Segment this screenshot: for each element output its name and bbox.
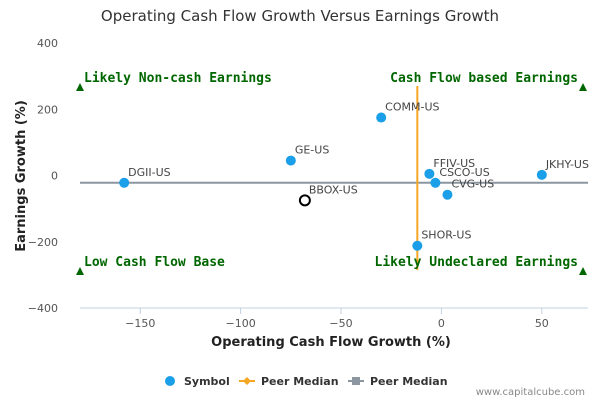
y-tick-label: 0 (51, 170, 58, 183)
quadrant-marker-icon (76, 267, 84, 275)
quadrant-marker-icon (76, 83, 84, 91)
quadrant-labels: Likely Non-cash Earnings Cash Flow based … (76, 71, 587, 275)
data-point[interactable] (536, 169, 547, 180)
legend-item-label[interactable]: Peer Median (370, 375, 448, 388)
data-point[interactable] (442, 189, 453, 200)
data-point-label: FFIV-US (433, 157, 475, 170)
data-point-label: DGII-US (128, 166, 171, 179)
legend-item-label[interactable]: Peer Median (261, 375, 339, 388)
y-tick-label: −400 (28, 302, 58, 315)
x-tick-label: −100 (226, 317, 256, 330)
data-point[interactable] (424, 168, 435, 179)
quadrant-marker-icon (579, 83, 587, 91)
data-point-label: COMM-US (385, 101, 439, 114)
data-point-label: GE-US (295, 144, 329, 157)
x-axis-ticks: −150 −100 −50 0 50 (125, 308, 549, 330)
quadrant-label: Likely Non-cash Earnings (84, 71, 272, 86)
quadrant-label: Cash Flow based Earnings (390, 71, 578, 86)
data-point-label: BBOX-US (309, 183, 358, 196)
data-point-label: JKHY-US (545, 158, 589, 171)
data-point[interactable] (412, 240, 423, 251)
y-tick-label: 400 (37, 37, 58, 50)
data-point[interactable] (119, 177, 130, 188)
data-point-highlight[interactable] (298, 194, 311, 207)
legend-square-icon (352, 377, 360, 385)
data-point[interactable] (430, 177, 441, 188)
credit-text: www.capitalcube.com (476, 387, 585, 398)
y-axis-label: Earnings Growth (%) (14, 100, 29, 252)
data-point-label: CSCO-US (439, 166, 489, 179)
quadrant-marker-icon (579, 267, 587, 275)
quadrant-label: Likely Undeclared Earnings (375, 255, 579, 270)
peer-median-lines (80, 86, 588, 270)
data-point-label: CVG-US (451, 178, 494, 191)
y-tick-label: −200 (28, 236, 58, 249)
y-tick-label: 200 (37, 103, 58, 116)
chart-title: Operating Cash Flow Growth Versus Earnin… (101, 7, 499, 25)
x-tick-label: 0 (438, 317, 445, 330)
legend[interactable]: Symbol Peer Median Peer Median (165, 375, 448, 388)
x-tick-label: 50 (535, 317, 549, 330)
data-point[interactable] (376, 112, 387, 123)
quadrant-label: Low Cash Flow Base (84, 255, 225, 270)
y-axis-ticks: 400 200 0 −200 −400 (28, 37, 58, 315)
legend-diamond-icon (243, 377, 251, 385)
data-point[interactable] (285, 155, 296, 166)
x-axis-label: Operating Cash Flow Growth (%) (211, 335, 451, 350)
legend-symbol-icon (165, 376, 175, 386)
x-tick-label: −50 (329, 317, 352, 330)
legend-item-label[interactable]: Symbol (184, 375, 230, 388)
x-tick-label: −150 (125, 317, 155, 330)
data-point-label: SHOR-US (421, 229, 471, 242)
